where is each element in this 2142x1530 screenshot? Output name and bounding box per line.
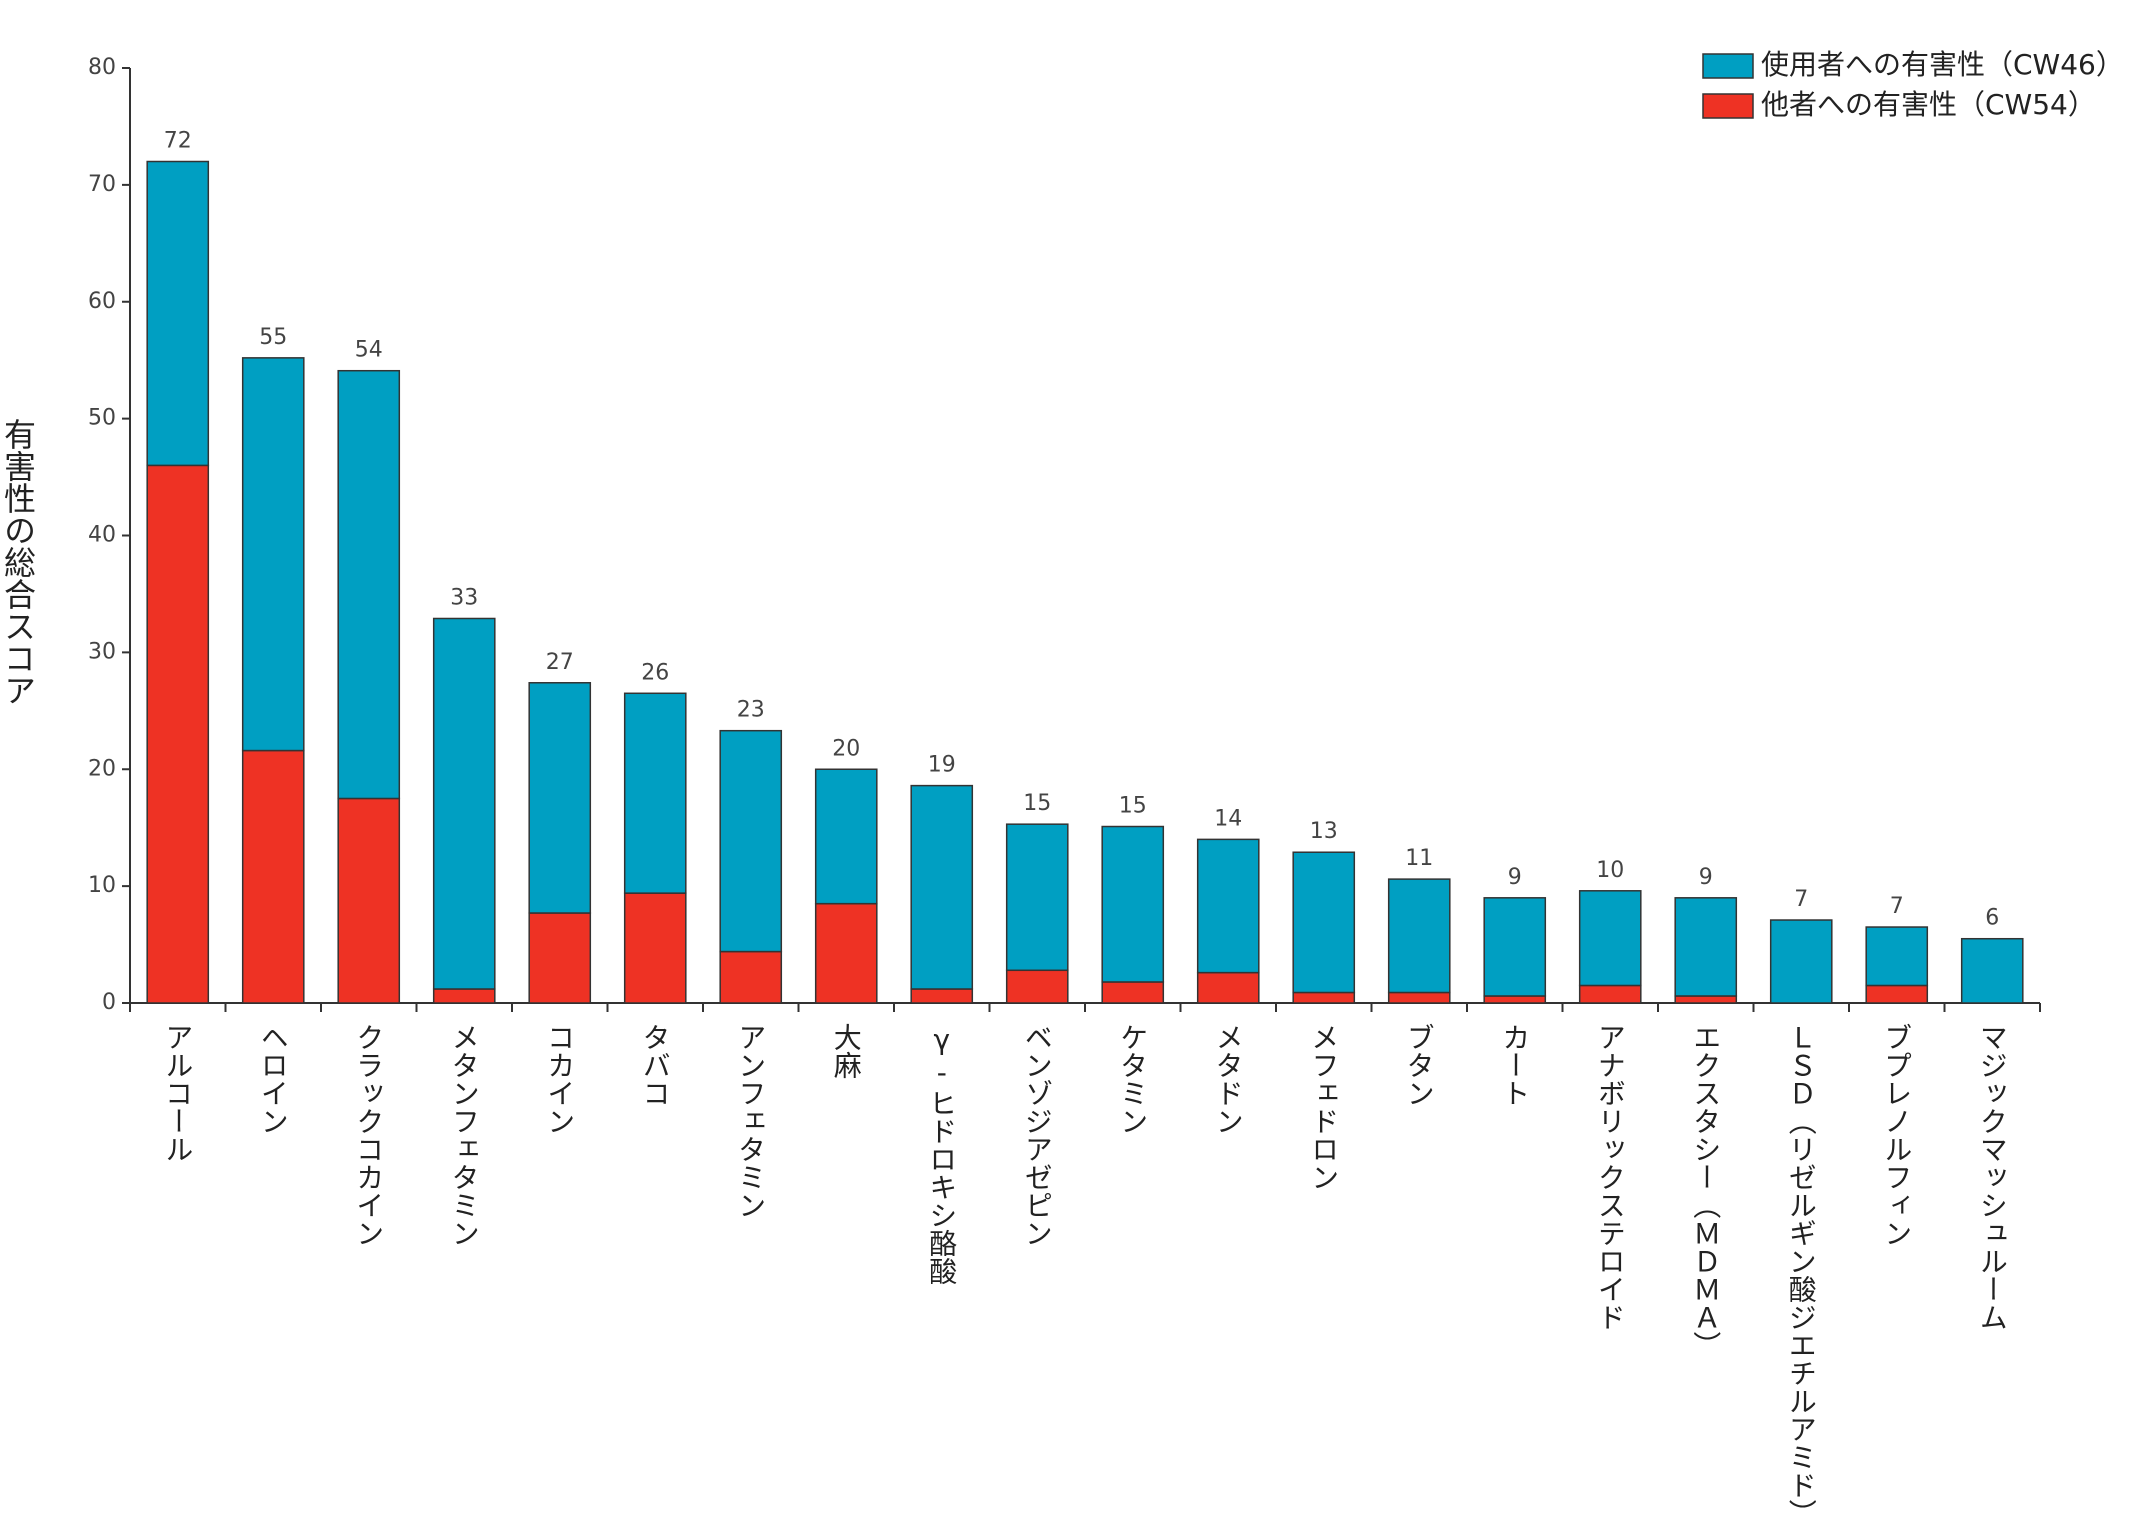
bar-segment bbox=[1101, 981, 1165, 1004]
bar-segment bbox=[241, 357, 305, 752]
bar-segment bbox=[528, 682, 592, 914]
x-tick-label: アナボリックステロイド bbox=[1594, 1023, 1627, 1331]
bar-segment bbox=[910, 988, 974, 1004]
value-label: 27 bbox=[546, 650, 574, 675]
bar-segment bbox=[1005, 823, 1069, 972]
y-tick-label: 20 bbox=[88, 756, 116, 781]
x-tick-label: コカイン bbox=[543, 1023, 576, 1135]
bar-segment bbox=[814, 902, 878, 1004]
bar-segment bbox=[1387, 991, 1451, 1004]
x-tick-label: ヘロイン bbox=[257, 1023, 290, 1135]
bar-segment bbox=[1196, 838, 1260, 974]
y-axis-label: 有害性の総合スコア bbox=[0, 418, 37, 706]
bar-segment bbox=[337, 797, 401, 1004]
value-label: 20 bbox=[832, 736, 860, 761]
legend-swatch bbox=[1702, 53, 1754, 79]
x-tick-label: メタドン bbox=[1212, 1023, 1245, 1135]
legend-label: 使用者への有害性（CW46） bbox=[1761, 48, 2124, 81]
value-label: 11 bbox=[1405, 846, 1433, 871]
y-tick-label: 10 bbox=[88, 873, 116, 898]
value-label: 7 bbox=[1890, 894, 1904, 919]
x-tick-label: カート bbox=[1498, 1023, 1531, 1107]
value-label: 10 bbox=[1596, 858, 1624, 883]
y-tick-label: 40 bbox=[88, 523, 116, 548]
bar-segment bbox=[1196, 971, 1260, 1004]
bar-segment bbox=[719, 950, 783, 1004]
y-tick-label: 50 bbox=[88, 406, 116, 431]
value-label: 7 bbox=[1794, 887, 1808, 912]
bar-segment bbox=[1101, 825, 1165, 983]
value-label: 72 bbox=[164, 129, 192, 154]
bar-segment bbox=[1674, 897, 1738, 997]
value-label: 15 bbox=[1023, 791, 1051, 816]
value-label: 9 bbox=[1508, 865, 1522, 890]
x-tick-label: γ-ヒドロキシ酪酸 bbox=[925, 1023, 958, 1285]
x-tick-label: アンフェタミン bbox=[734, 1023, 767, 1219]
x-tick-label: メフェドロン bbox=[1307, 1023, 1340, 1191]
bar-segment bbox=[1387, 878, 1451, 994]
x-tick-label: エクスタシー（ＭＤＭＡ） bbox=[1689, 1023, 1722, 1359]
value-label: 55 bbox=[259, 325, 287, 350]
x-tick-label: クラックコカイン bbox=[352, 1023, 385, 1247]
x-tick-label: ケタミン bbox=[1116, 1023, 1149, 1135]
bar-segment bbox=[1865, 926, 1929, 987]
y-tick-label: 80 bbox=[88, 55, 116, 80]
y-tick-label: 60 bbox=[88, 289, 116, 314]
bar-segment bbox=[719, 729, 783, 953]
x-tick-label: アルコール bbox=[161, 1023, 194, 1163]
bar-segment bbox=[528, 912, 592, 1004]
bar-segment bbox=[1292, 991, 1356, 1004]
bar-segment bbox=[623, 692, 687, 894]
bar-segment bbox=[1483, 897, 1547, 997]
x-tick-label: タバコ bbox=[639, 1023, 672, 1107]
bar-segment bbox=[1578, 984, 1642, 1004]
x-tick-label: ブタン bbox=[1403, 1023, 1436, 1107]
bar-segment bbox=[146, 464, 210, 1004]
value-label: 13 bbox=[1310, 819, 1338, 844]
bar-segment bbox=[1292, 851, 1356, 994]
bar-segment bbox=[1578, 890, 1642, 987]
x-tick-label: ＬＳＤ（リゼルギン酸ジエチルアミド） bbox=[1785, 1023, 1818, 1527]
x-tick-label: ベンゾジアゼピン bbox=[1021, 1023, 1054, 1247]
legend-swatch bbox=[1702, 93, 1754, 119]
value-label: 26 bbox=[641, 660, 669, 685]
bar-segment bbox=[1674, 995, 1738, 1004]
bar-segment bbox=[1483, 995, 1547, 1004]
bar-segment bbox=[146, 160, 210, 467]
y-tick-label: 0 bbox=[102, 990, 116, 1015]
legend-label: 他者への有害性（CW54） bbox=[1761, 88, 2096, 121]
value-label: 54 bbox=[355, 338, 383, 363]
x-tick-label: マジックマッシュルーム bbox=[1976, 1023, 2009, 1331]
bar-segment bbox=[910, 784, 974, 990]
bar-segment bbox=[1960, 937, 2024, 1004]
value-label: 14 bbox=[1214, 806, 1242, 831]
value-label: 15 bbox=[1119, 794, 1147, 819]
value-label: 9 bbox=[1699, 865, 1713, 890]
value-label: 19 bbox=[928, 753, 956, 778]
value-label: 33 bbox=[450, 585, 478, 610]
bar-segment bbox=[623, 892, 687, 1004]
x-tick-label: ブプレノルフィン bbox=[1880, 1023, 1913, 1247]
x-tick-label: メタンフェタミン bbox=[448, 1023, 481, 1247]
bar-segment bbox=[337, 369, 401, 800]
bar-segment bbox=[1769, 919, 1833, 1004]
value-label: 6 bbox=[1985, 906, 1999, 931]
bar-segment bbox=[1005, 969, 1069, 1004]
bar-segment bbox=[241, 749, 305, 1004]
bar-segment bbox=[1865, 984, 1929, 1004]
y-tick-label: 30 bbox=[88, 639, 116, 664]
value-label: 23 bbox=[737, 698, 765, 723]
bar-segment bbox=[432, 988, 496, 1004]
x-tick-label: 大麻 bbox=[830, 1023, 863, 1079]
bar-segment bbox=[432, 617, 496, 990]
y-tick-label: 70 bbox=[88, 172, 116, 197]
bar-segment bbox=[814, 768, 878, 905]
